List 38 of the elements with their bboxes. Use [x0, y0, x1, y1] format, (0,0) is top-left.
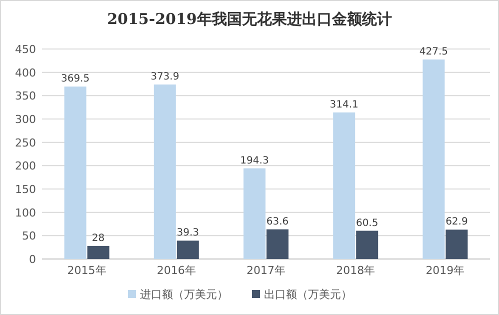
data-label: 369.5: [60, 74, 90, 85]
bar: [266, 229, 288, 259]
y-tick-label: 50: [22, 230, 36, 243]
data-label: 60.5: [356, 218, 378, 229]
data-label: 373.9: [150, 72, 180, 83]
x-tick-label: 2018年: [336, 264, 376, 277]
x-tick-label: 2015年: [67, 264, 106, 277]
y-tick-label: 450: [15, 43, 36, 56]
bar: [422, 60, 445, 259]
bar: [356, 230, 378, 259]
legend-label: 进口额（万美元）: [140, 288, 228, 301]
bar: [154, 84, 176, 259]
bar: [87, 246, 110, 259]
bar: [176, 240, 199, 259]
x-tick-label: 2016年: [156, 264, 196, 277]
data-label: 62.9: [446, 216, 468, 228]
bar: [333, 112, 356, 259]
x-tick-label: 2019年: [426, 264, 465, 277]
data-label: 39.3: [176, 228, 200, 239]
y-tick-label: 300: [15, 113, 36, 126]
y-tick-label: 250: [15, 136, 36, 150]
y-tick-label: 350: [15, 90, 36, 103]
x-tick-label: 2017年: [246, 264, 286, 277]
data-label: 28: [92, 232, 105, 244]
data-label: 314.1: [330, 99, 358, 110]
data-label: 427.5: [419, 46, 448, 58]
bar: [64, 86, 86, 259]
data-label: 63.6: [266, 216, 289, 228]
legend-label: 出口额（万美元）: [264, 288, 352, 301]
y-tick-label: 0: [29, 253, 36, 266]
y-tick-label: 100: [15, 206, 36, 220]
y-tick-label: 200: [15, 160, 36, 173]
y-tick-label: 150: [15, 183, 36, 196]
bar: [244, 168, 266, 259]
bar: [446, 230, 468, 259]
y-tick-label: 400: [15, 66, 36, 80]
chart-title: 2015-2019年我国无花果进出口金额统计: [107, 10, 392, 28]
data-label: 194.3: [240, 155, 269, 166]
